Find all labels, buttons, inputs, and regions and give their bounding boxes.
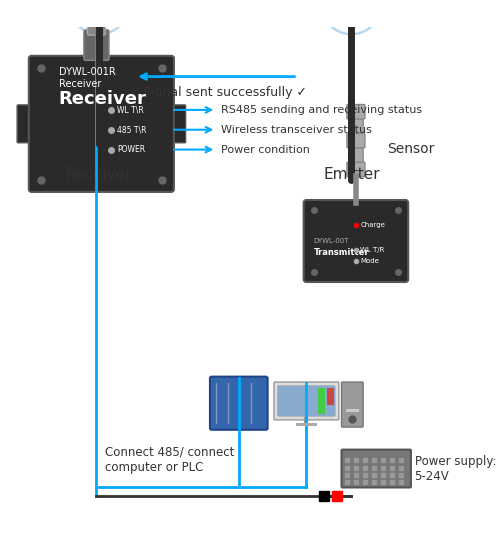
Text: Emitter: Emitter xyxy=(323,167,380,182)
Text: Transmitter: Transmitter xyxy=(314,248,369,257)
Text: Connect 485/ connect
computer or PLC: Connect 485/ connect computer or PLC xyxy=(106,446,235,473)
FancyBboxPatch shape xyxy=(348,119,363,133)
Text: Sensor: Sensor xyxy=(388,141,435,156)
Text: Signal sent successfully ✓: Signal sent successfully ✓ xyxy=(144,86,308,99)
FancyBboxPatch shape xyxy=(278,385,335,416)
FancyBboxPatch shape xyxy=(304,200,408,282)
FancyBboxPatch shape xyxy=(210,377,268,430)
FancyBboxPatch shape xyxy=(347,133,365,148)
Text: Receiver: Receiver xyxy=(58,79,101,89)
FancyBboxPatch shape xyxy=(347,104,365,119)
Text: RS485 sending and receiving status: RS485 sending and receiving status xyxy=(221,105,422,115)
Bar xyxy=(318,388,326,413)
Text: Charge: Charge xyxy=(360,222,386,228)
FancyBboxPatch shape xyxy=(166,105,186,143)
Text: Receiver: Receiver xyxy=(58,90,146,108)
FancyBboxPatch shape xyxy=(342,382,363,427)
Text: WL T\R: WL T\R xyxy=(117,105,144,115)
FancyBboxPatch shape xyxy=(88,0,106,35)
Bar xyxy=(346,409,358,412)
Text: Mode: Mode xyxy=(360,258,380,264)
Text: Power supply:
5-24V: Power supply: 5-24V xyxy=(414,454,496,483)
Text: Power condition: Power condition xyxy=(221,145,310,155)
Text: Receiver: Receiver xyxy=(66,167,132,182)
FancyBboxPatch shape xyxy=(274,382,339,420)
Text: 485 T\R: 485 T\R xyxy=(117,125,146,134)
Text: Wireless transceiver status: Wireless transceiver status xyxy=(221,124,372,135)
Text: POWER: POWER xyxy=(117,145,145,154)
FancyBboxPatch shape xyxy=(348,148,363,162)
Bar xyxy=(327,388,334,405)
Text: WL T/R: WL T/R xyxy=(360,247,385,253)
FancyBboxPatch shape xyxy=(29,56,174,192)
FancyBboxPatch shape xyxy=(84,29,109,61)
Text: DYWL-001R: DYWL-001R xyxy=(58,67,116,77)
FancyBboxPatch shape xyxy=(342,449,411,488)
Text: DYWL-00T: DYWL-00T xyxy=(314,238,349,244)
Bar xyxy=(296,423,317,426)
FancyBboxPatch shape xyxy=(347,162,365,176)
FancyBboxPatch shape xyxy=(17,105,37,143)
